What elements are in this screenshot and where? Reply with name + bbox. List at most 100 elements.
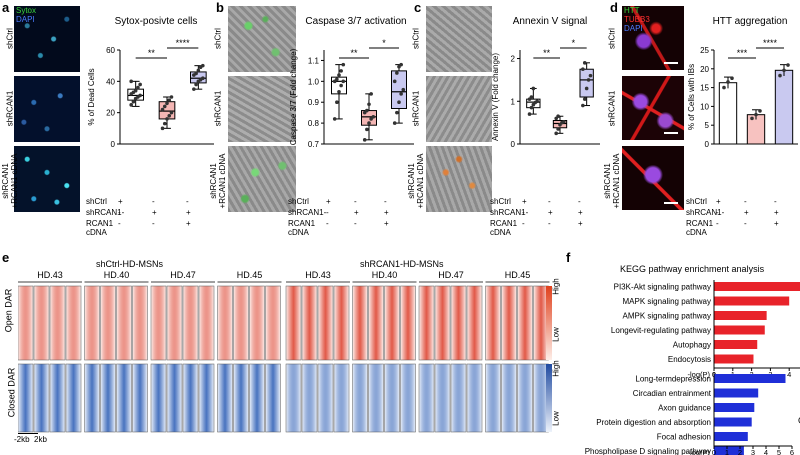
d-ytick-label: 20 [700,65,709,74]
panel-f-category-label: Circadian entrainment [633,389,712,398]
panel-a-stain-sytox: Sytox [16,6,37,15]
b-data-point [399,92,403,96]
panel-a-condition-sign: - [118,219,121,228]
panel-e-closed-tile [485,363,501,433]
panel-f-letter: f [566,250,571,265]
panel-e-heatmap: HD.43 HD.40 HD.47 HD.45 HD.43 HD.40 HD.47 HD.45 [18,270,552,433]
panel-e-open-tile [233,285,249,361]
panel-e-closed-tile [285,363,302,433]
b-data-point [371,115,376,119]
a-data-point [196,68,201,73]
panel-e-closed-tile [301,363,318,433]
panel-d-row-label-shrcan1: shRCAN1 [607,90,617,127]
panel-e-open-tile [517,285,533,361]
panel-c-row-label-shctrl: shCtrl [411,28,421,49]
b-data-point [337,73,341,77]
panel-d-condition-sign: + [774,208,779,217]
d-data-point [786,63,790,67]
b-ytick-label: 1.1 [308,56,320,65]
panel-a-condition-sign: + [152,208,157,217]
panel-e-open-tile [450,285,467,361]
panel-d-stain-dapi: DAPI [624,24,643,33]
d-sig-label: **** [763,38,778,48]
panel-b-condition-sign: + [354,208,359,217]
d-data-point [758,109,762,113]
panel-d-scale-bar-2 [664,132,678,134]
panel-e-open-tile [65,285,82,361]
panel-d-condition-label: RCAN1 cDNA [686,219,714,237]
panel-e-open-tile [198,285,215,361]
panel-f-category-label: Protein digestion and absorption [596,418,711,427]
panel-a-image-rescue [14,146,80,212]
a-ytick-label: 40 [106,77,115,86]
a-data-point [129,103,133,107]
a-data-point [167,114,172,118]
c-ytick-label: 1 [511,97,516,106]
panel-a-condition-label: shCtrl [86,197,107,206]
panel-b-row-label-rescue: shRCAN1 +RCAN1 cDNA [209,153,227,209]
panel-f-group-label: Closed [798,416,800,426]
d-bar [774,69,794,145]
panel-e-closed-tile [65,363,82,433]
panel-e-closed-tile [49,363,66,433]
panel-c-condition-label: RCAN1 cDNA [490,219,518,237]
panel-e-open-tile [368,285,384,361]
a-data-point [201,63,205,68]
panel-a-condition-sign: - [186,197,189,206]
panel-f-bar [714,388,759,398]
b-data-point [399,62,403,67]
panel-d-row-label-shctrl: shCtrl [607,28,617,49]
panel-d-condition-label: shCtrl [686,197,707,206]
b-data-point [367,102,371,107]
a-data-point [160,107,165,112]
d-data-point [726,80,730,84]
a-data-point [136,85,140,90]
panel-e-open-tile [33,285,50,361]
panel-e-open-tile [466,285,483,361]
panel-d-image-shrcan1 [622,76,684,140]
panel-b-condition-sign: - [354,197,357,206]
panel-e-closed-tile [418,363,435,433]
c-data-point [581,67,585,72]
b-data-point [362,138,367,142]
a-data-point [165,101,169,106]
b-data-point [392,121,397,125]
panel-e-scale-bar-tick [18,433,38,434]
panel-d-condition-label: shRCAN1- [686,208,725,217]
d-ytick-label: 25 [700,46,709,55]
panel-e-closed-tile [450,363,467,433]
panel-e-closed-tile [333,363,350,433]
panel-f-xlabel: -log(P) [687,370,710,379]
a-data-point [194,71,198,76]
panel-c-letter: c [414,0,422,15]
panel-a-condition-sign: - [152,197,155,206]
panel-e-closed-tile [150,363,167,433]
panel-f-xtick-label: 0 [712,448,716,455]
panel-e-closed-tile [198,363,215,433]
panel-e-open-tile [150,285,167,361]
panel-c-condition-sign: + [548,208,553,217]
panel-a-condition-sign: + [118,197,123,206]
panel-e-closed-tile [384,363,400,433]
panel-f-bar [714,403,755,412]
a-data-point [169,95,174,99]
panel-e-closed-tile [400,363,416,433]
c-data-point [535,99,539,104]
c-sig-label: ** [543,48,551,58]
c-data-point [584,86,589,91]
panel-f-category-label: Longevit-regulating pathway [611,326,711,335]
panel-a-condition-sign: - [118,208,121,217]
panel-e-axis-label: -2kb 2kb [14,435,47,444]
panel-b-row-label-shctrl: shCtrl [213,28,223,49]
panel-e-open-tile [501,285,517,361]
panel-e-closed-tile [368,363,384,433]
b-data-point [365,108,369,113]
a-data-point [138,82,142,87]
panel-e-closed-tile [501,363,517,433]
b-data-point [401,87,406,92]
c-ylabel: Annexin V (Fold change) [491,53,500,141]
panel-c-condition-sign: - [522,219,525,228]
panel-e-closed-tile [182,363,199,433]
